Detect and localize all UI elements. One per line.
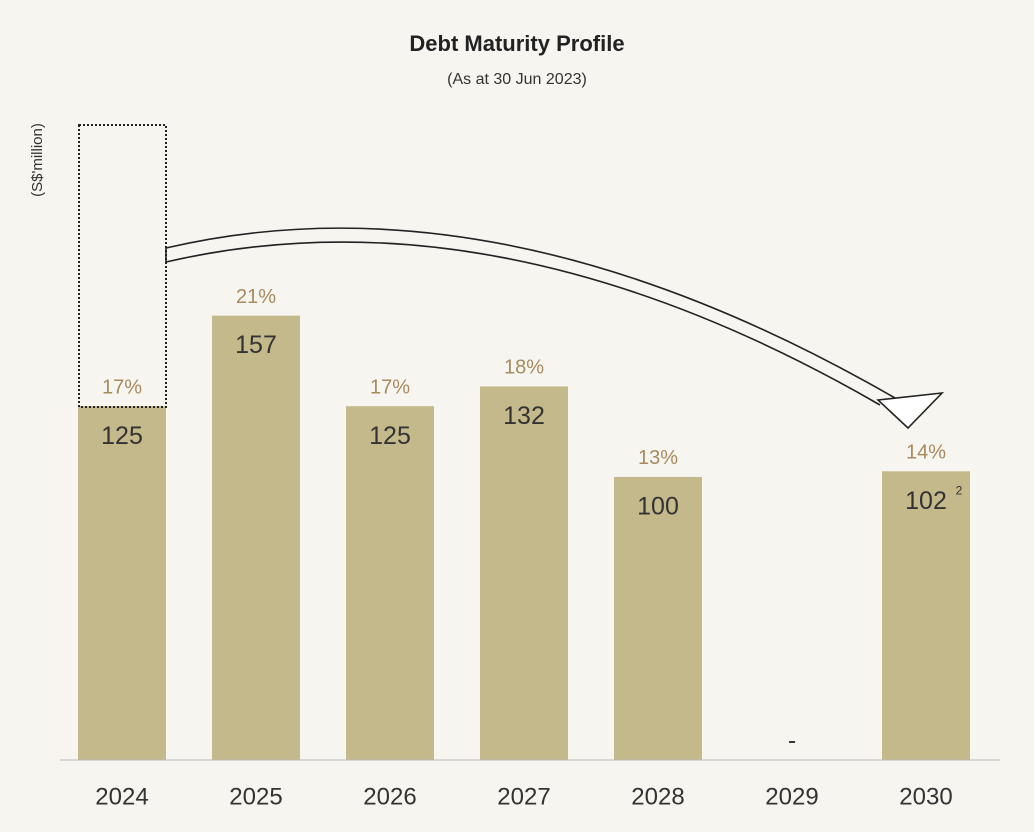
share-label: 21% — [236, 286, 276, 308]
bar — [882, 471, 970, 760]
share-label: 14% — [906, 442, 946, 464]
bar — [614, 476, 702, 760]
share-label: 13% — [638, 447, 678, 469]
share-label: 17% — [370, 376, 410, 398]
share-label: 18% — [504, 357, 544, 379]
value-label: - — [788, 727, 796, 755]
arrow-line — [165, 227, 896, 399]
x-tick-label: 2030 — [899, 783, 952, 810]
y-axis-label: (S$'million) — [29, 123, 46, 197]
value-label: 102 — [905, 487, 947, 515]
bar — [212, 315, 300, 760]
refinance-box — [78, 124, 167, 408]
arrow — [165, 227, 945, 430]
chart-subtitle: (As at 30 Jun 2023) — [447, 71, 587, 88]
chart-title: Debt Maturity Profile — [409, 31, 624, 56]
bar — [78, 406, 166, 760]
value-label: 125 — [101, 422, 143, 450]
bar — [346, 406, 434, 760]
x-tick-label: 2024 — [95, 783, 148, 810]
value-label: 125 — [369, 422, 411, 450]
share-label: 17% — [102, 376, 142, 398]
arrow-head — [876, 391, 945, 430]
x-tick-label: 2027 — [497, 783, 550, 810]
value-label: 100 — [637, 493, 679, 521]
footnote-marker: 2 — [956, 483, 963, 497]
arrow-line — [165, 241, 881, 406]
x-tick-label: 2025 — [229, 783, 282, 810]
value-label: 132 — [503, 402, 545, 430]
bar — [480, 386, 568, 760]
x-tick-label: 2028 — [631, 783, 684, 810]
x-tick-label: 2029 — [765, 783, 818, 810]
value-label: 157 — [235, 331, 277, 359]
x-tick-label: 2026 — [363, 783, 416, 810]
